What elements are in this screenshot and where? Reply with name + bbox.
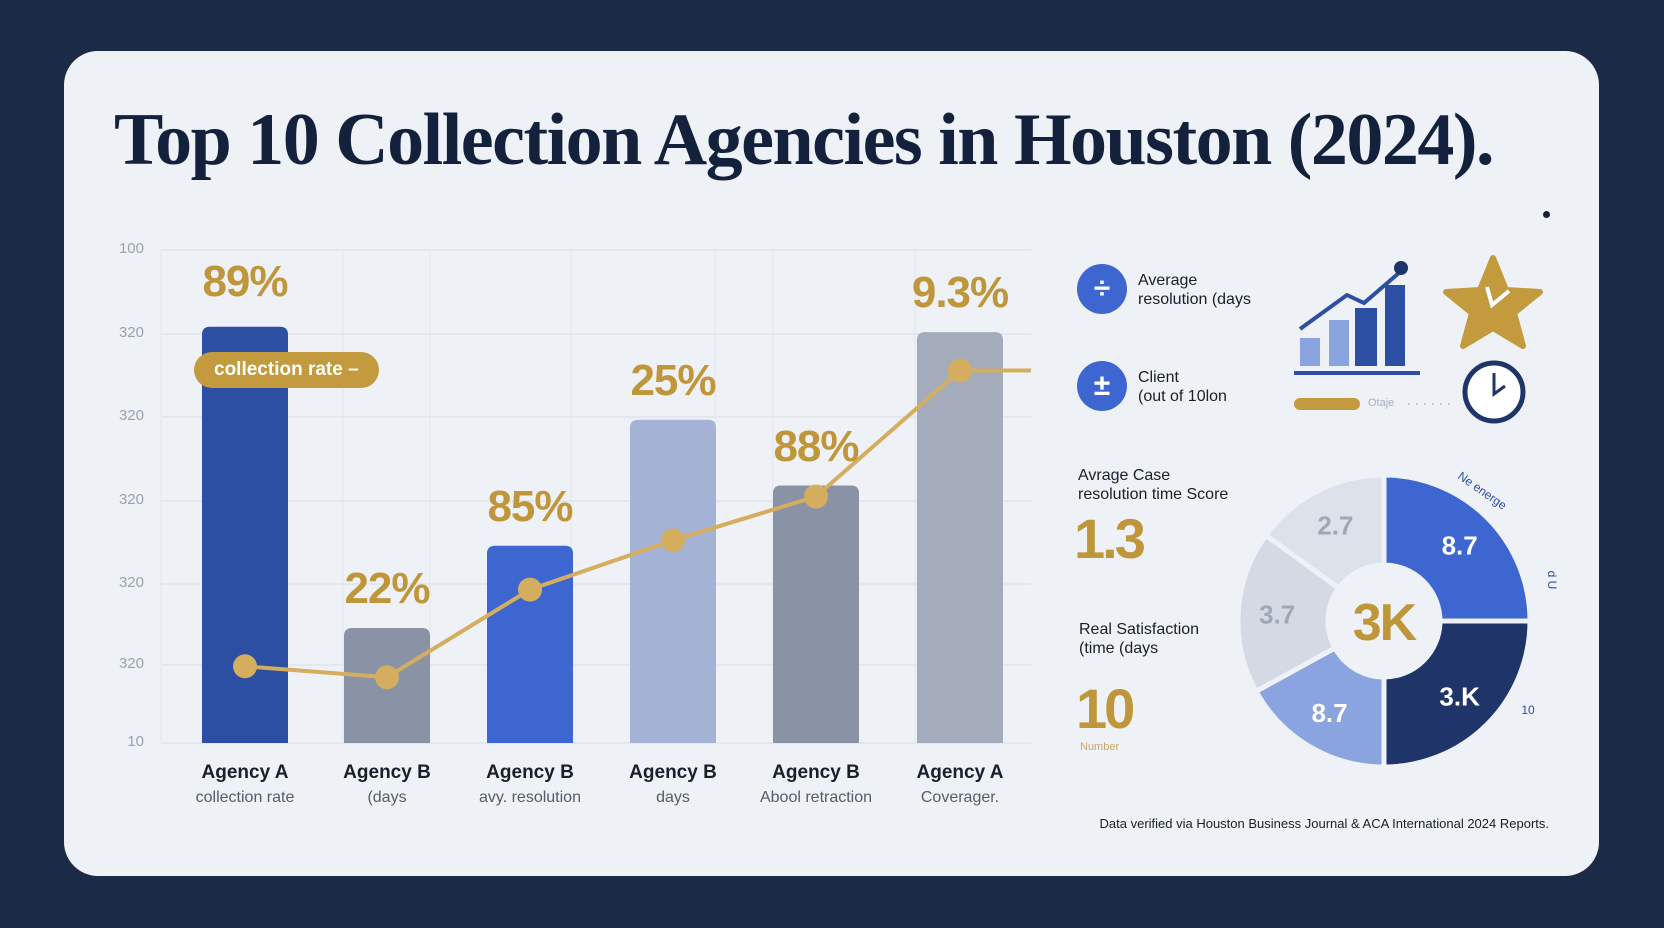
- bar-data-label: 25%: [630, 355, 716, 405]
- bar-data-label: 9.3%: [911, 268, 1009, 318]
- title-dot: [1543, 211, 1550, 218]
- x-category-label: Agency B: [486, 762, 574, 783]
- bar-data-label: 88%: [773, 421, 859, 471]
- donut-slice-label: 3.K: [1439, 682, 1480, 712]
- bar: [487, 545, 573, 743]
- x-category-label: Agency B: [772, 762, 860, 783]
- x-category-label: Agency A: [201, 762, 289, 783]
- stat-satisfaction-label: Real Satisfaction (time (days: [1079, 620, 1199, 658]
- trend-point: [233, 654, 257, 679]
- donut-slice: [1235, 531, 1343, 695]
- stat-avg-case-label: Avrage Case resolution time Score: [1078, 466, 1228, 504]
- trend-point: [661, 528, 685, 553]
- x-category-label: Agency A: [916, 762, 1004, 783]
- stat-satisfaction-value: 10: [1076, 677, 1135, 740]
- donut-slice: [1381, 618, 1533, 770]
- donut-slice-label: 8.7: [1311, 698, 1347, 728]
- x-category-sublabel: Abool retraction: [759, 789, 873, 806]
- bar: [773, 485, 859, 743]
- divide-icon: ÷: [1077, 264, 1127, 314]
- legend-line1: Client: [1138, 369, 1179, 386]
- collection-rate-annotation: collection rate –: [194, 352, 379, 388]
- donut-slice: [1381, 472, 1533, 624]
- bar-data-label: 85%: [487, 481, 573, 531]
- x-category-label: Agency B: [343, 762, 431, 783]
- donut-slice-label: 3.7: [1259, 599, 1295, 629]
- legend-line2: resolution (days: [1138, 291, 1251, 308]
- donut-slice: [1252, 644, 1387, 770]
- stat-line1: Avrage Case: [1078, 467, 1171, 484]
- bar: [630, 419, 716, 743]
- stat-line2: resolution time Score: [1078, 486, 1229, 503]
- x-category-sublabel: collection rate: [195, 789, 295, 806]
- x-category-label: Agency B: [629, 762, 717, 783]
- x-category-sublabel: (days: [367, 789, 407, 806]
- y-tick-label: 320: [118, 491, 144, 508]
- y-tick-label: 320: [118, 655, 144, 672]
- trend-point: [948, 358, 972, 383]
- source-footer: Data verified via Houston Business Journ…: [1099, 816, 1549, 831]
- y-tick-label: 320: [118, 407, 144, 424]
- legend-line1: Average: [1138, 272, 1198, 289]
- plus-minus-icon: ±: [1077, 361, 1127, 411]
- trend-point: [375, 665, 399, 690]
- trend-point: [804, 484, 828, 509]
- donut-outer-label: d U: [1545, 571, 1559, 590]
- legend-item-average-resolution: Average resolution (days: [1138, 271, 1251, 309]
- donut-center-label: 3K: [1353, 594, 1418, 652]
- y-tick-label: 10: [127, 733, 144, 750]
- bar-caption: Otaje: [1368, 397, 1395, 409]
- y-tick-label: 320: [118, 574, 144, 591]
- bar-data-label: 89%: [202, 256, 288, 306]
- legend-item-client: Client (out of 10lon: [1138, 368, 1227, 406]
- x-category-sublabel: avy. resolution: [479, 789, 581, 806]
- trend-point: [518, 577, 542, 602]
- stat-line1: Real Satisfaction: [1079, 621, 1200, 638]
- donut-outer-label: 10: [1521, 703, 1535, 717]
- x-category-sublabel: days: [656, 789, 690, 806]
- stat-avg-case-value: 1.3: [1074, 507, 1146, 570]
- bar: [202, 326, 288, 743]
- stat-satisfaction-note: Number: [1080, 741, 1120, 753]
- bar: [917, 332, 1003, 743]
- y-tick-label: 320: [118, 324, 144, 341]
- legend-line2: (out of 10lon: [1138, 388, 1227, 405]
- stat-line2: (time (days: [1079, 640, 1159, 657]
- x-category-sublabel: Coverager.: [920, 789, 1000, 806]
- donut-slice-label: 2.7: [1317, 511, 1353, 541]
- page-title: Top 10 Collection Agencies in Houston (2…: [114, 99, 1495, 181]
- y-tick-label: 100: [118, 240, 144, 257]
- donut-slice: [1262, 472, 1387, 592]
- bar-data-label: 22%: [344, 563, 430, 613]
- donut-slice-label: 8.7: [1442, 530, 1478, 560]
